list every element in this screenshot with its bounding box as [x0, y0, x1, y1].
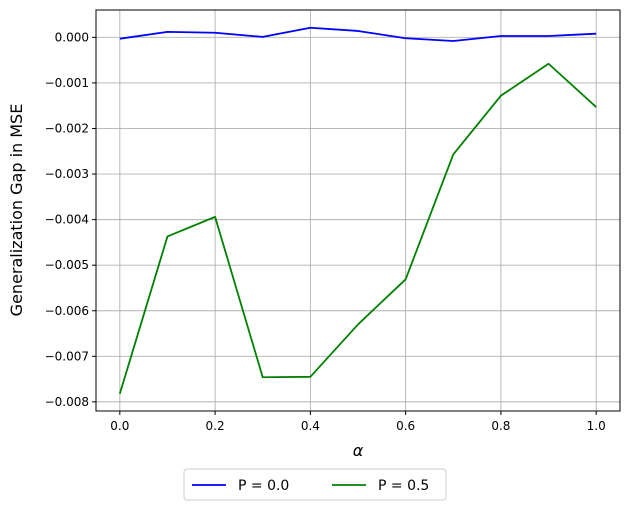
y-tick-label: −0.005	[45, 258, 89, 272]
y-axis-ticks: 0.000 −0.001 −0.002 −0.003 −0.004 −0.005 −0.00…	[45, 30, 96, 409]
grid	[96, 10, 620, 411]
legend: P = 0.0 P = 0.5	[184, 469, 446, 500]
x-tick-label: 0.0	[110, 419, 129, 433]
x-tick-label: 1.0	[587, 419, 606, 433]
x-tick-label: 0.2	[206, 419, 225, 433]
y-tick-label: −0.007	[45, 349, 89, 363]
y-tick-label: −0.001	[45, 76, 89, 90]
y-tick-label: −0.002	[45, 121, 89, 135]
x-tick-label: 0.6	[396, 419, 415, 433]
y-tick-label: −0.006	[45, 304, 89, 318]
series-line-0	[120, 28, 596, 41]
plot-frame	[96, 10, 620, 411]
x-axis-label: α	[353, 441, 364, 460]
x-tick-label: 0.8	[491, 419, 510, 433]
y-tick-label: −0.003	[45, 167, 89, 181]
y-tick-label: −0.008	[45, 395, 89, 409]
y-tick-label: −0.004	[45, 213, 89, 227]
y-axis-label: Generalization Gap in MSE	[7, 104, 26, 317]
x-axis-ticks: 0.0 0.2 0.4 0.6 0.8 1.0	[110, 411, 605, 433]
legend-label-p05: P = 0.5	[378, 478, 429, 494]
legend-label-p0: P = 0.0	[238, 478, 289, 494]
y-tick-label: 0.000	[55, 30, 89, 44]
series-line-1	[120, 64, 596, 394]
x-tick-label: 0.4	[301, 419, 320, 433]
